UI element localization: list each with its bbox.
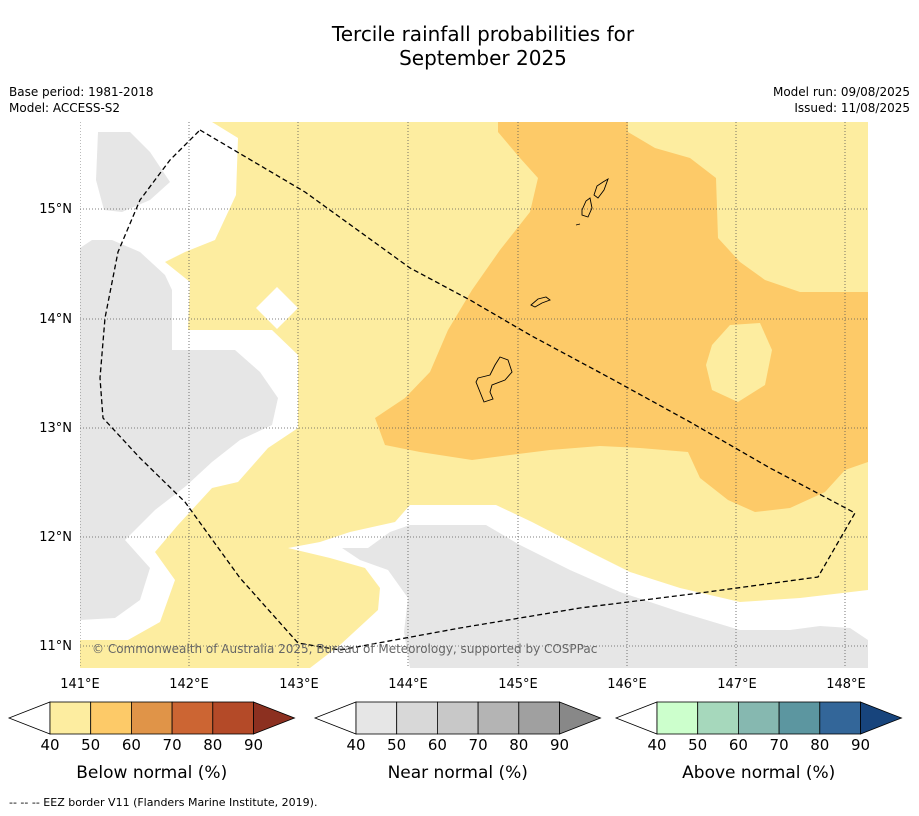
model-name: Model: ACCESS-S2 bbox=[9, 101, 121, 115]
colorbar-segment bbox=[738, 701, 780, 735]
colorbar-upper-extend bbox=[860, 701, 903, 735]
base-period: Base period: 1981-2018 bbox=[9, 85, 154, 99]
colorbar-segment bbox=[436, 701, 479, 735]
lon-label: 141°E bbox=[60, 677, 100, 692]
lon-label: 144°E bbox=[388, 677, 428, 692]
lat-label: 12°N bbox=[39, 530, 72, 545]
colorbar-segment bbox=[171, 701, 214, 735]
colorbar-tick-label: 60 bbox=[428, 736, 447, 754]
near-normal-west-region bbox=[80, 240, 278, 620]
latitude-labels: 15°N 14°N 13°N 12°N 11°N bbox=[39, 202, 72, 654]
colorbar-segment bbox=[778, 701, 821, 735]
colorbar-segment bbox=[477, 701, 520, 735]
colorbar: 40 50 60 70 80 90 Above normal (%) bbox=[614, 701, 903, 783]
colorbar-tick-label: 70 bbox=[770, 736, 789, 754]
colorbar-lower-extend bbox=[7, 701, 51, 735]
colorbar-segment bbox=[697, 701, 739, 735]
colorbar-segment bbox=[355, 701, 398, 735]
colorbar-tick-label: 40 bbox=[346, 736, 365, 754]
colorbar-label: Below normal (%) bbox=[76, 763, 227, 783]
map-area bbox=[80, 122, 868, 668]
colorbar: 40 50 60 70 80 90 Near normal (%) bbox=[313, 701, 602, 783]
colorbar-lower-extend bbox=[614, 701, 658, 735]
metadata-left: Base period: 1981-2018 Model: ACCESS-S2 bbox=[9, 84, 154, 116]
island-saipan bbox=[593, 177, 609, 199]
lon-label: 147°E bbox=[717, 677, 757, 692]
lon-label: 146°E bbox=[607, 677, 647, 692]
island-outlines bbox=[475, 177, 609, 403]
copyright-notice: © Commonwealth of Australia 2025, Bureau… bbox=[92, 642, 597, 656]
colorbar-tick-label: 40 bbox=[40, 736, 59, 754]
metadata-right: Model run: 09/08/2025 Issued: 11/08/2025 bbox=[773, 84, 910, 116]
colorbar-tick-label: 80 bbox=[509, 736, 528, 754]
colorbar-segment bbox=[212, 701, 254, 735]
eez-legend-note: -- -- -- EEZ border V11 (Flanders Marine… bbox=[9, 796, 318, 809]
colorbar-upper-extend bbox=[253, 701, 296, 735]
colorbar-tick-label: 70 bbox=[469, 736, 488, 754]
island-rota bbox=[530, 296, 551, 308]
colorbar-upper-extend bbox=[559, 701, 602, 735]
colorbar-segment bbox=[396, 701, 438, 735]
colorbar-tick-label: 60 bbox=[729, 736, 748, 754]
colorbar-tick-label: 90 bbox=[244, 736, 263, 754]
island-tinian bbox=[581, 197, 593, 218]
model-run: Model run: 09/08/2025 bbox=[772, 85, 910, 99]
issued-date: Issued: 11/08/2025 bbox=[794, 101, 910, 115]
lon-label: 143°E bbox=[279, 677, 319, 692]
lat-label: 13°N bbox=[39, 421, 72, 436]
colorbar: 40 50 60 70 80 90 Below normal (%) bbox=[7, 701, 296, 783]
colorbar-tick-label: 50 bbox=[81, 736, 100, 754]
near-normal-northwest-region bbox=[96, 132, 170, 212]
colorbar-legends: 40 50 60 70 80 90 Below normal (%) 40 50 60 70 80 90… bbox=[7, 701, 903, 783]
colorbar-tick-label: 90 bbox=[550, 736, 569, 754]
white-gap-diamond bbox=[256, 287, 298, 329]
colorbar-tick-label: 40 bbox=[647, 736, 666, 754]
colorbar-tick-label: 90 bbox=[851, 736, 870, 754]
colorbar-segment bbox=[49, 701, 92, 735]
lat-label: 15°N bbox=[39, 202, 72, 217]
colorbar-label: Near normal (%) bbox=[388, 763, 528, 783]
colorbar-segment bbox=[90, 701, 132, 735]
eez-border bbox=[99, 129, 856, 651]
colorbar-tick-label: 80 bbox=[203, 736, 222, 754]
lon-label: 145°E bbox=[498, 677, 538, 692]
colorbar-segment bbox=[819, 701, 861, 735]
below-normal-50-60-region bbox=[375, 122, 868, 512]
colorbar-segment bbox=[130, 701, 173, 735]
near-normal-south-region bbox=[342, 525, 868, 668]
colorbar-label: Above normal (%) bbox=[682, 763, 835, 783]
island-guam bbox=[475, 356, 513, 403]
colorbar-segment bbox=[518, 701, 560, 735]
map-title: Tercile rainfall probabilities for Septe… bbox=[0, 22, 919, 70]
colorbar-lower-extend bbox=[313, 701, 357, 735]
colorbar-tick-label: 60 bbox=[122, 736, 141, 754]
lon-label: 148°E bbox=[826, 677, 866, 692]
colorbar-tick-label: 50 bbox=[387, 736, 406, 754]
longitude-labels: 141°E 142°E 143°E 144°E 145°E 146°E 147°… bbox=[60, 677, 866, 692]
lon-label: 142°E bbox=[169, 677, 209, 692]
colorbar-tick-label: 80 bbox=[810, 736, 829, 754]
graticule bbox=[80, 122, 868, 668]
colorbar-tick-label: 50 bbox=[688, 736, 707, 754]
lat-label: 11°N bbox=[39, 639, 72, 654]
map-figure: © Commonwealth of Australia 2025, Bureau… bbox=[7, 122, 903, 783]
lat-label: 14°N bbox=[39, 312, 72, 327]
title-line-1: Tercile rainfall probabilities for bbox=[331, 22, 635, 46]
colorbar-tick-label: 70 bbox=[163, 736, 182, 754]
title-line-2: September 2025 bbox=[399, 46, 567, 70]
colorbar-segment bbox=[656, 701, 699, 735]
below-normal-40-50-island bbox=[706, 323, 772, 402]
island-aguijan bbox=[575, 223, 581, 226]
